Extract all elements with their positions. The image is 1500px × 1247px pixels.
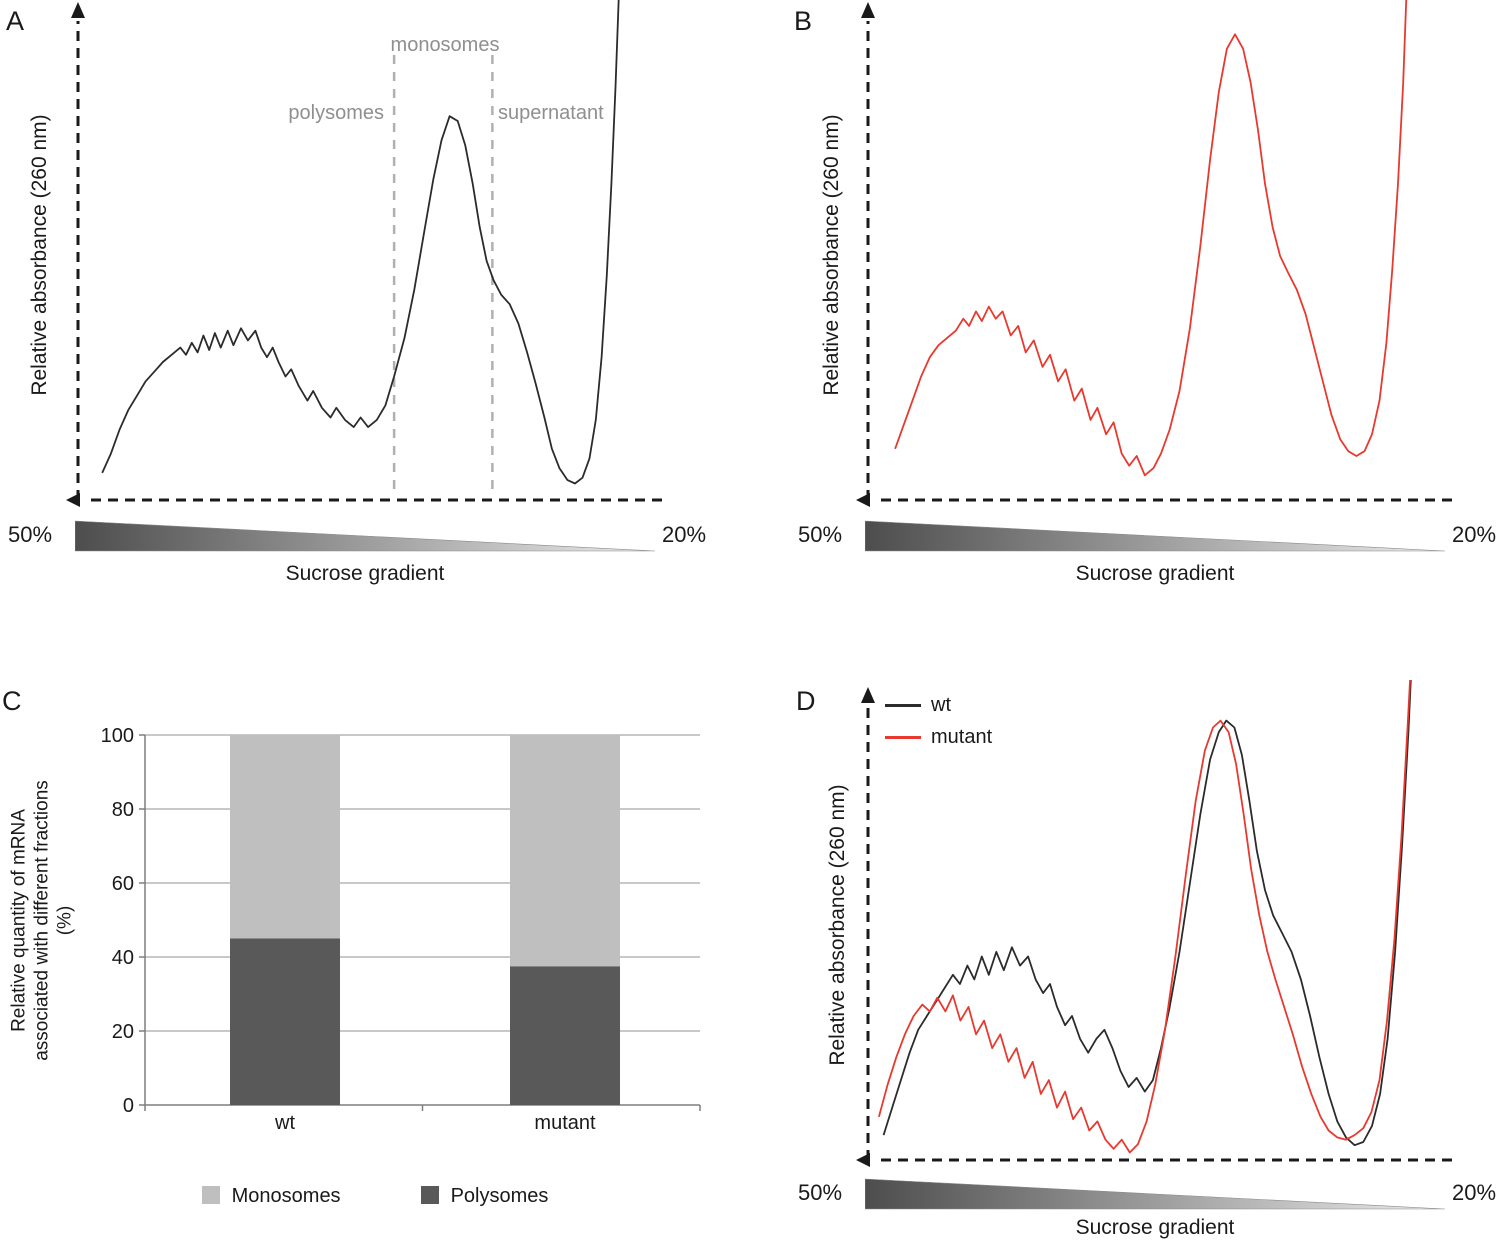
- sucrose-gradient-wedge: [75, 520, 655, 552]
- legend-monosomes-swatch: [201, 1186, 220, 1204]
- panel-c-letter: C: [2, 686, 22, 716]
- legend-wt-line: [885, 704, 921, 707]
- svg-text:80: 80: [112, 799, 134, 821]
- panel-d: D wt mutant Relative absorbance (260 nm)…: [750, 680, 1500, 1247]
- panel-c-y-axis-title: Relative quantity of mRNA associated wit…: [8, 711, 77, 1131]
- gradient-start-label: 50%: [8, 522, 53, 547]
- panel-b-x-axis-title: Sucrose gradient: [1075, 562, 1235, 585]
- sucrose-gradient-wedge: [865, 520, 1445, 552]
- svg-text:60: 60: [112, 873, 134, 895]
- legend-polysomes-swatch: [420, 1186, 439, 1204]
- panel-c-y-axis-title-line1: Relative quantity of mRNA: [8, 809, 30, 1032]
- panel-b-letter: B: [794, 6, 813, 36]
- legend-item-mutant: mutant: [885, 726, 992, 749]
- panel-d-legend: wt mutant: [885, 694, 992, 758]
- region-label-polysomes: polysomes: [288, 102, 384, 124]
- panel-c: C Relative quantity of mRNA associated w…: [0, 680, 750, 1247]
- gradient-end-label: 20%: [1452, 1180, 1497, 1205]
- panel-b-y-axis-title: Relative absorbance (260 nm): [820, 114, 843, 396]
- gradient-end-label: 20%: [662, 522, 707, 547]
- panel-a-letter: A: [6, 6, 25, 36]
- legend-item-polysomes: Polysomes: [420, 1185, 549, 1208]
- legend-item-wt: wt: [885, 694, 992, 717]
- panel-a-x-axis-title: Sucrose gradient: [285, 562, 445, 585]
- panel-d-plot: [856, 680, 1452, 1167]
- svg-text:20: 20: [112, 1021, 134, 1043]
- gradient-start-label: 50%: [798, 522, 843, 547]
- svg-text:100: 100: [101, 725, 134, 747]
- panel-d-x-axis-title: Sucrose gradient: [1075, 1216, 1235, 1239]
- legend-monosomes-label: Monosomes: [231, 1185, 341, 1207]
- svg-text:40: 40: [112, 947, 134, 969]
- legend-polysomes-label: Polysomes: [450, 1185, 549, 1207]
- gradient-end-label: 20%: [1452, 522, 1497, 547]
- panel-c-legend: Monosomes Polysomes: [145, 1185, 605, 1208]
- legend-mutant-line: [885, 736, 921, 739]
- svg-text:mutant: mutant: [534, 1112, 596, 1134]
- region-label-monosomes: monosomes: [390, 34, 500, 56]
- panel-b-plot: [856, 0, 1452, 507]
- svg-text:0: 0: [123, 1095, 134, 1117]
- svg-text:wt: wt: [274, 1112, 295, 1134]
- panel-a-plot: [66, 0, 662, 507]
- panel-d-y-axis-title: Relative absorbance (260 nm): [826, 784, 849, 1066]
- panel-d-letter: D: [796, 686, 816, 716]
- sucrose-gradient-wedge: [865, 1178, 1445, 1210]
- panel-a-y-axis-title: Relative absorbance (260 nm): [28, 114, 51, 396]
- panel-c-y-axis-title-line2: associated with different fractions: [31, 780, 53, 1061]
- region-label-supernatant: supernatant: [498, 102, 604, 124]
- panel-a: A Relative absorbance (260 nm) polysomes…: [0, 0, 750, 640]
- panel-b: B Relative absorbance (260 nm) 50% 20% S…: [750, 0, 1500, 640]
- panel-c-plot: 0 20 40 60 80 100 wt mutant: [101, 725, 701, 1134]
- panel-c-y-axis-title-line3: (%): [54, 905, 76, 936]
- legend-wt-label: wt: [931, 694, 951, 716]
- gradient-start-label: 50%: [798, 1180, 843, 1205]
- legend-item-monosomes: Monosomes: [201, 1185, 341, 1208]
- legend-mutant-label: mutant: [931, 726, 993, 748]
